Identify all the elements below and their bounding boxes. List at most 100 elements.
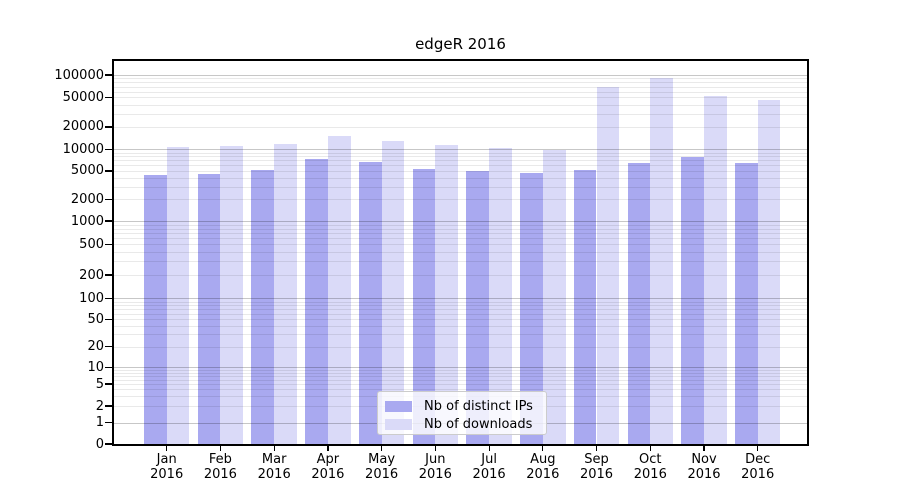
bar-downloads-may-2016 [381,140,405,444]
bar-downloads-apr-2016 [327,135,351,444]
x-tick-label: Dec 2016 [741,452,775,482]
x-tick-label: Jun 2016 [418,452,452,482]
bar-downloads-nov-2016 [704,96,727,444]
bar-downloads-dec-2016 [757,100,781,444]
gridline-minor [114,309,807,310]
x-tick-label: Nov 2016 [687,452,721,482]
y-tick-label: 200 [79,267,104,283]
y-axis-tick [105,74,112,76]
gridline-minor [114,104,807,106]
gridline-minor [114,384,807,385]
y-axis-tick [105,126,112,128]
y-tick-label: 5 [95,376,104,392]
y-axis-tick [105,170,112,172]
y-axis-tick [105,345,112,348]
x-tick-label: Sep 2016 [579,452,614,482]
y-axis-tick [105,318,112,320]
bar-distinct-ips-mar-2016 [251,170,275,444]
gridline-minor [114,165,807,167]
bar-downloads-jun-2016 [435,144,459,444]
bar-downloads-jul-2016 [489,148,512,444]
bar-distinct-ips-dec-2016 [734,163,758,444]
y-tick-label: 0 [95,436,104,452]
gridline-minor [114,319,807,321]
gridline-minor [114,228,807,230]
y-axis-tick [105,198,112,201]
legend-row-downloads: Nb of downloads [385,416,546,432]
gridline-minor [114,170,807,172]
gridline-minor [114,233,807,234]
bar-distinct-ips-nov-2016 [681,157,704,444]
gridline-minor [114,325,807,327]
gridline-minor [114,78,807,80]
y-axis-tick [105,443,112,445]
gridline-minor [114,305,807,306]
x-tick-label: Jan 2016 [150,452,184,482]
plot-area [112,59,809,446]
x-tick-label: Oct 2016 [633,452,667,482]
x-tick-label: Mar 2016 [257,452,291,482]
gridline-minor [114,313,807,315]
x-axis-tick [166,446,168,451]
x-axis-tick [219,446,222,451]
y-tick-label: 50 [87,311,104,327]
x-axis-tick [649,446,651,451]
gridline-minor [114,372,807,374]
gridline-minor [114,224,807,226]
gridline-minor [114,334,807,336]
x-axis-tick [327,446,329,451]
gridline-minor [114,369,807,371]
legend: Nb of distinct IPs Nb of downloads [377,391,547,435]
x-axis-tick [703,446,705,451]
y-axis-tick [105,220,112,222]
y-axis-tick [105,243,112,245]
y-axis-tick [105,366,112,368]
y-axis-tick [105,274,112,276]
y-axis-tick [105,148,112,150]
y-tick-label: 50000 [62,89,104,105]
x-axis-tick [757,446,759,451]
y-tick-label: 1 [95,415,104,431]
y-axis-tick [105,405,112,407]
y-tick-label: 20000 [62,119,104,135]
bar-distinct-ips-jul-2016 [466,170,490,444]
gridline-major [114,367,807,369]
chart-title: edgeR 2016 [415,35,506,53]
gridline-minor [114,199,807,201]
y-axis-tick [105,383,112,385]
bar-downloads-aug-2016 [542,149,566,444]
bar-distinct-ips-sep-2016 [573,169,597,444]
bar-distinct-ips-oct-2016 [627,163,651,444]
legend-label-distinct-ips: Nb of distinct IPs [424,398,533,414]
legend-swatch-downloads [385,418,412,430]
x-tick-label: Apr 2016 [311,452,345,482]
bar-downloads-feb-2016 [220,145,244,444]
y-tick-label: 100 [79,290,104,306]
gridline-minor [114,82,807,84]
bar-downloads-oct-2016 [650,77,674,444]
y-tick-label: 10 [87,359,104,375]
gridline-minor [114,156,807,158]
x-axis-tick [381,446,383,451]
x-tick-label: Jul 2016 [472,452,506,482]
y-tick-label: 5000 [70,163,104,179]
gridline-major [114,221,807,222]
bar-downloads-jan-2016 [166,146,190,444]
y-tick-label: 10000 [62,141,104,157]
y-axis-tick [105,96,112,99]
y-tick-label: 500 [79,236,104,252]
gridline-minor [114,126,807,128]
gridline-minor [114,186,807,188]
x-axis-tick [542,446,544,451]
x-tick-label: May 2016 [365,452,399,482]
gridline-minor [114,152,807,154]
gridline-minor [114,244,807,246]
gridline-minor [114,113,807,115]
gridline-major [114,75,807,76]
gridline-minor [114,261,807,263]
legend-swatch-distinct-ips [385,400,412,412]
x-axis-tick [273,446,275,451]
x-axis-tick [434,446,436,451]
gridline-minor [114,346,807,348]
